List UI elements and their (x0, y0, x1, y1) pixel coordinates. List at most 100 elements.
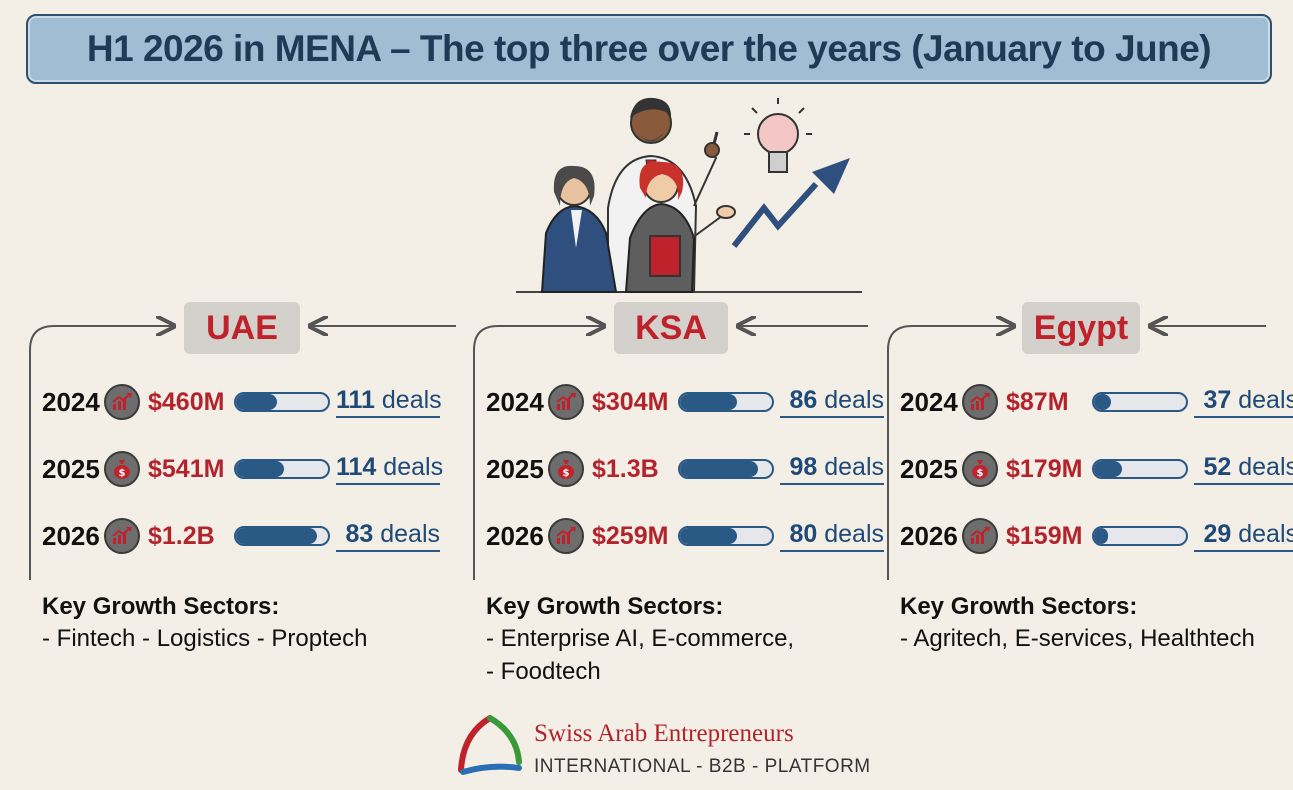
deals-word: deals (383, 453, 444, 481)
deals-word: deals (380, 520, 440, 548)
year-label: 2026 (42, 520, 100, 551)
progress-bar-fill (236, 394, 278, 410)
data-row-uae-2026: 2026 $1.2B 83 deals (42, 514, 440, 558)
deals-word: deals (381, 386, 442, 414)
chart-growth-icon (104, 518, 140, 554)
funding-amount: $179M (1006, 454, 1083, 483)
year-label: 2026 (900, 520, 958, 551)
deals-count: 83 deals (336, 520, 440, 552)
progress-bar-fill (680, 461, 759, 477)
sector-line-ksa-2: - Foodtech (486, 658, 601, 685)
data-row-uae-2024: 2024 $460M 111 deals (42, 380, 442, 424)
progress-bar (1092, 459, 1188, 479)
deals-word: deals (824, 520, 884, 548)
progress-bar (234, 392, 330, 412)
logo-mark-icon (458, 715, 522, 775)
deals-count: 52 deals (1194, 453, 1293, 485)
progress-bar-fill (1094, 394, 1111, 410)
funding-amount: $541M (148, 454, 225, 483)
money-bag-icon: $ (548, 451, 584, 487)
year-label: 2025 (486, 453, 544, 484)
logo-name: Swiss Arab Entrepreneurs (534, 720, 794, 747)
progress-bar-fill (236, 528, 317, 544)
country-label-egypt: Egypt (1022, 302, 1140, 354)
deals-number: 80 (789, 520, 818, 548)
progress-bar (1092, 526, 1188, 546)
funding-amount: $259M (592, 521, 669, 550)
svg-text:$: $ (977, 468, 984, 479)
deals-count: 29 deals (1194, 520, 1293, 552)
data-row-uae-2025: 2025 $ $541M 114 deals (42, 447, 444, 491)
funding-amount: $460M (148, 387, 225, 416)
sector-line-ksa-1: - Enterprise AI, E-commerce, (486, 625, 795, 652)
sector-line-egypt-1: - Agritech, E-services, Healthtech (900, 625, 1255, 652)
team-illustration (516, 97, 862, 293)
year-label: 2024 (486, 386, 544, 417)
data-row-egypt-2024: 2024 $87M 37 deals (900, 380, 1293, 424)
data-row-egypt-2026: 2026 $159M 29 deals (900, 514, 1293, 558)
progress-bar-fill (236, 461, 284, 477)
deals-count: 111 deals (336, 386, 442, 418)
progress-bar-fill (1094, 461, 1122, 477)
year-label: 2024 (900, 386, 958, 417)
progress-bar (678, 392, 774, 412)
data-row-ksa-2026: 2026 $259M 80 deals (486, 514, 884, 558)
sector-heading-ksa: Key Growth Sectors: (486, 593, 724, 620)
deals-count: 114 deals (336, 453, 444, 485)
money-bag-icon: $ (962, 451, 998, 487)
funding-amount: $159M (1006, 521, 1083, 550)
progress-bar (234, 526, 330, 546)
sector-heading-uae: Key Growth Sectors: (42, 593, 280, 620)
data-row-ksa-2024: 2024 $304M 86 deals (486, 380, 884, 424)
deals-count: 37 deals (1194, 386, 1293, 418)
chart-growth-icon (548, 384, 584, 420)
country-label-ksa: KSA (614, 302, 728, 354)
data-row-egypt-2025: 2025 $ $179M 52 deals (900, 447, 1293, 491)
chart-growth-icon (962, 384, 998, 420)
year-label: 2024 (42, 386, 100, 417)
funding-amount: $304M (592, 387, 669, 416)
progress-bar (234, 459, 330, 479)
country-label-uae: UAE (184, 302, 300, 354)
deals-number: 114 (336, 453, 377, 481)
title-banner: H1 2026 in MENA – The top three over the… (26, 14, 1272, 84)
deals-word: deals (824, 386, 884, 414)
deals-word: deals (824, 453, 884, 481)
funding-amount: $1.2B (148, 521, 215, 550)
deals-count: 86 deals (780, 386, 884, 418)
deals-count: 80 deals (780, 520, 884, 552)
connector-lines (29, 0, 1266, 580)
woman-front-figure (624, 161, 736, 293)
deals-number: 111 (336, 386, 375, 414)
progress-bar-fill (680, 394, 738, 410)
deals-number: 29 (1203, 520, 1232, 548)
data-row-ksa-2025: 2025 $ $1.3B 98 deals (486, 447, 884, 491)
progress-bar (678, 526, 774, 546)
funding-amount: $87M (1006, 387, 1069, 416)
year-label: 2026 (486, 520, 544, 551)
chart-growth-icon (962, 518, 998, 554)
progress-bar-fill (680, 528, 738, 544)
deals-number: 52 (1203, 453, 1232, 481)
deals-word: deals (1238, 453, 1293, 481)
money-bag-icon: $ (104, 451, 140, 487)
sector-line-uae-1: - Fintech - Logistics - Proptech (42, 625, 368, 652)
deals-number: 98 (789, 453, 818, 481)
deals-number: 83 (345, 520, 374, 548)
progress-bar (1092, 392, 1188, 412)
sector-heading-egypt: Key Growth Sectors: (900, 593, 1138, 620)
woman-left-figure (540, 165, 618, 293)
progress-bar (678, 459, 774, 479)
year-label: 2025 (900, 453, 958, 484)
chart-growth-icon (548, 518, 584, 554)
page-title: H1 2026 in MENA – The top three over the… (86, 28, 1212, 69)
lightbulb-icon (744, 98, 812, 173)
svg-text:$: $ (563, 468, 570, 479)
growth-arrow-icon (731, 158, 850, 248)
chart-growth-icon (104, 384, 140, 420)
funding-amount: $1.3B (592, 454, 659, 483)
deals-word: deals (1238, 386, 1293, 414)
logo-subtitle: INTERNATIONAL - B2B - PLATFORM (534, 756, 871, 777)
year-label: 2025 (42, 453, 100, 484)
deals-count: 98 deals (780, 453, 884, 485)
